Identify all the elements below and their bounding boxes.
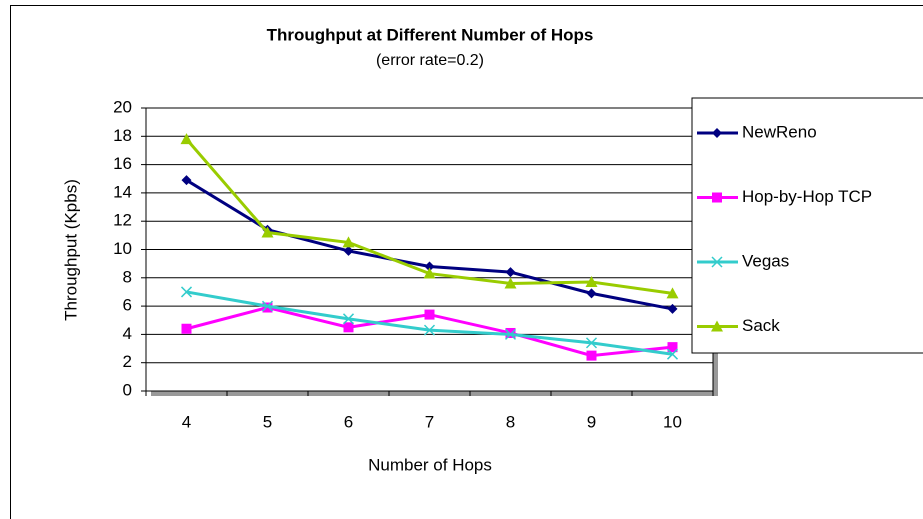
y-tick-label: 0 — [123, 380, 132, 399]
marker — [261, 300, 274, 312]
chart-subtitle: (error rate=0.2) — [376, 52, 484, 69]
marker — [666, 348, 679, 360]
chart-title: Throughput at Different Number of Hops — [267, 25, 594, 44]
marker — [712, 128, 722, 138]
x-tick-label: 4 — [182, 412, 191, 431]
y-tick-label: 14 — [113, 182, 132, 201]
marker — [585, 337, 598, 349]
marker — [586, 350, 597, 361]
marker — [424, 261, 435, 272]
marker — [712, 192, 722, 203]
x-axis-title: Number of Hops — [368, 455, 492, 474]
marker — [505, 267, 516, 278]
y-tick-label: 20 — [113, 97, 132, 116]
y-tick-label: 12 — [113, 211, 132, 230]
marker — [666, 287, 679, 299]
marker — [342, 236, 355, 248]
x-tick-label: 5 — [263, 412, 272, 431]
y-tick-label: 8 — [123, 267, 132, 286]
marker — [180, 286, 193, 298]
marker — [180, 133, 193, 145]
legend-label: Sack — [742, 316, 780, 335]
marker — [667, 303, 678, 314]
marker — [343, 322, 354, 333]
y-tick-label: 6 — [123, 296, 132, 315]
marker — [423, 267, 436, 279]
y-axis-title: Throughput (Kpbs) — [61, 179, 80, 321]
marker — [504, 277, 517, 289]
marker — [181, 323, 192, 334]
legend-label: NewReno — [742, 122, 817, 141]
marker — [423, 324, 436, 336]
legend-box — [691, 97, 923, 354]
x-tick-label: 10 — [663, 412, 682, 431]
marker — [261, 226, 274, 238]
y-tick-label: 4 — [123, 324, 132, 343]
legend-label: Hop-by-Hop TCP — [742, 187, 872, 206]
legend-label: Vegas — [742, 251, 789, 270]
marker — [667, 342, 678, 353]
y-tick-label: 2 — [123, 352, 132, 371]
marker — [424, 309, 435, 320]
y-tick-label: 10 — [113, 239, 132, 258]
y-tick-label: 16 — [113, 154, 132, 173]
y-tick-label: 18 — [113, 126, 132, 145]
marker — [342, 313, 355, 325]
x-tick-label: 9 — [587, 412, 596, 431]
marker — [585, 276, 598, 288]
marker — [181, 175, 192, 186]
x-tick-label: 8 — [506, 412, 515, 431]
x-tick-label: 6 — [344, 412, 353, 431]
marker — [711, 320, 723, 332]
marker — [504, 328, 517, 340]
x-tick-label: 7 — [425, 412, 434, 431]
marker — [343, 245, 354, 256]
marker — [586, 288, 597, 299]
marker — [711, 256, 723, 268]
